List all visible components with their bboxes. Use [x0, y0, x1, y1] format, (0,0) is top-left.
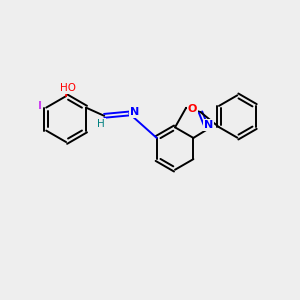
- Text: N: N: [204, 120, 213, 130]
- Text: H: H: [98, 119, 105, 129]
- Text: I: I: [38, 101, 42, 111]
- Text: N: N: [130, 107, 139, 117]
- Text: O: O: [188, 104, 197, 114]
- Text: HO: HO: [60, 83, 76, 93]
